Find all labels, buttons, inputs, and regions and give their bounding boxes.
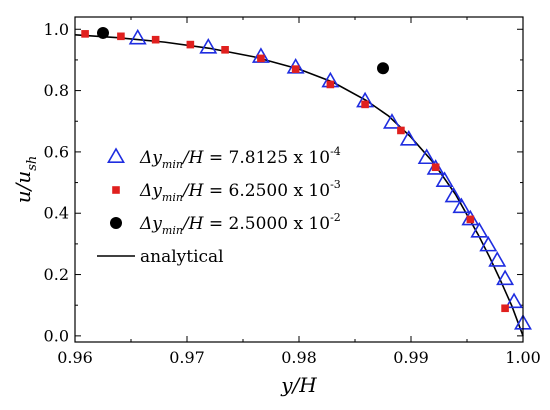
legend-marker-square xyxy=(112,186,120,194)
x-tick-label: 0.99 xyxy=(393,348,429,367)
circle-point xyxy=(97,26,109,39)
legend-label: analytical xyxy=(140,247,224,267)
curve-layer xyxy=(74,33,524,337)
square-point xyxy=(397,126,405,135)
triangle-point xyxy=(399,130,418,146)
square-point xyxy=(501,304,509,313)
square-point xyxy=(117,32,125,41)
x-tick-label: 0.96 xyxy=(57,348,93,367)
triangle-point xyxy=(382,113,401,129)
y-tick-label: 0.6 xyxy=(44,142,69,161)
square-point xyxy=(291,65,300,73)
triangle-point xyxy=(479,235,498,252)
triangle-point xyxy=(417,148,436,165)
triangle-point xyxy=(488,251,507,267)
y-tick-label: 1.0 xyxy=(44,20,69,39)
y-axis-title: u/ush xyxy=(11,156,40,204)
legend-label: Δymin/H = 6.2500 x 10-3 xyxy=(139,178,341,204)
square-point xyxy=(221,46,229,54)
x-axis-title: y/H xyxy=(280,373,317,397)
square-point xyxy=(431,163,440,172)
analytical-curve xyxy=(74,33,524,337)
legend-label: Δymin/H = 2.5000 x 10-2 xyxy=(139,211,341,237)
legend: Δymin/H = 7.8125 x 10-4 Δymin/H = 6.2500 … xyxy=(97,145,341,267)
square-point xyxy=(466,215,475,224)
legend-marker-triangle-open xyxy=(107,147,125,163)
plot-frame xyxy=(74,16,524,343)
square-point xyxy=(257,54,265,63)
y-tick-label: 0.0 xyxy=(44,326,69,345)
legend-label: Δymin/H = 7.8125 x 10-4 xyxy=(139,145,341,171)
legend-marker-circle xyxy=(110,217,122,229)
y-tick-label: 0.8 xyxy=(44,81,69,100)
square-point xyxy=(151,35,160,44)
x-tick-label: 1.00 xyxy=(505,348,541,367)
circle-point xyxy=(377,62,389,75)
x-tick-label: 0.98 xyxy=(281,348,317,367)
triangle-point xyxy=(452,197,471,214)
triangle-point xyxy=(128,28,147,45)
triangle-point xyxy=(199,38,218,54)
y-tick-label: 0.2 xyxy=(44,265,69,284)
marker-layer xyxy=(81,26,532,330)
y-tick-label: 0.4 xyxy=(44,204,69,223)
triangle-point xyxy=(505,292,524,309)
square-point xyxy=(326,80,335,89)
square-point xyxy=(361,100,369,109)
square-point xyxy=(186,40,195,49)
triangle-point xyxy=(470,222,489,238)
square-point xyxy=(81,30,89,38)
x-tick-label: 0.97 xyxy=(169,348,205,367)
triangle-point xyxy=(496,269,515,286)
triangle-point xyxy=(435,171,454,188)
triangle-point xyxy=(444,186,463,203)
